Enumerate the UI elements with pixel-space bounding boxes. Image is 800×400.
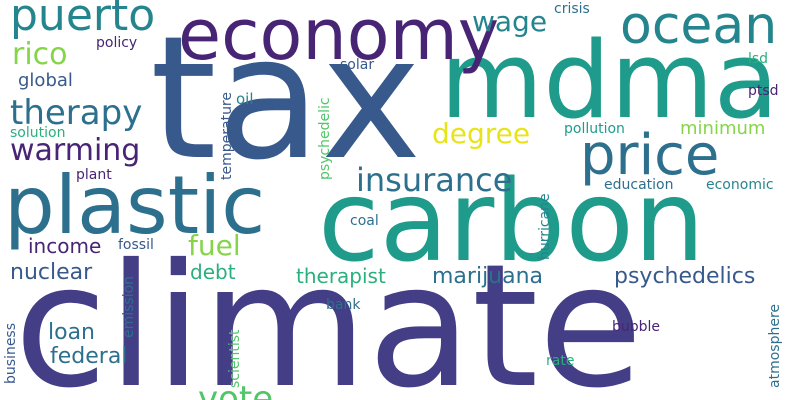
- word-climate: climate: [14, 228, 643, 400]
- word-nuclear: nuclear: [10, 260, 93, 285]
- word-federal: federal: [50, 344, 128, 369]
- word-temperature: temperature: [219, 92, 235, 180]
- word-plastic: plastic: [4, 159, 266, 252]
- word-bubble: bubble: [612, 319, 661, 335]
- word-bank: bank: [326, 297, 361, 313]
- word-fossil: fossil: [118, 237, 154, 253]
- word-lsd: lsd: [748, 51, 769, 67]
- word-rate: rate: [546, 353, 575, 369]
- word-income: income: [28, 234, 102, 258]
- word-warming: warming: [10, 133, 141, 168]
- word-plant: plant: [76, 167, 112, 183]
- word-education: education: [604, 177, 674, 193]
- word-oil: oil: [236, 90, 254, 108]
- word-ocean: ocean: [620, 0, 778, 56]
- word-therapist: therapist: [296, 264, 386, 288]
- word-business: business: [3, 322, 19, 384]
- word-emission: emission: [121, 275, 137, 338]
- word-degree: degree: [432, 117, 531, 150]
- word-debt: debt: [190, 260, 236, 284]
- word-economy: economy: [178, 0, 500, 76]
- word-atmosphere: atmosphere: [767, 304, 783, 388]
- word-therapy: therapy: [10, 93, 143, 133]
- word-scientist: scientist: [227, 329, 243, 388]
- word-economic: economic: [706, 177, 774, 193]
- word-wage: wage: [472, 5, 548, 38]
- word-vote: vote: [198, 379, 274, 400]
- word-solution: solution: [10, 125, 66, 141]
- word-marijuana: marijuana: [432, 264, 544, 289]
- word-pollution: pollution: [564, 121, 625, 137]
- word-price: price: [580, 123, 720, 188]
- word-coal: coal: [350, 213, 379, 229]
- word-tax: tax: [150, 0, 422, 198]
- word-crisis: crisis: [554, 1, 590, 17]
- word-psychedelics: psychedelics: [614, 264, 756, 289]
- word-hurricane: hurricane: [537, 193, 553, 260]
- word-solar: solar: [340, 57, 375, 73]
- word-puerto: puerto: [10, 0, 156, 41]
- word-mdma: mdma: [440, 19, 779, 142]
- word-fuel: fuel: [188, 229, 241, 262]
- word-loan: loan: [48, 320, 95, 345]
- word-insurance: insurance: [356, 161, 513, 199]
- word-global: global: [18, 70, 73, 91]
- word-ptsd: ptsd: [748, 83, 779, 99]
- word-carbon: carbon: [318, 157, 705, 287]
- word-policy: policy: [96, 35, 138, 51]
- word-psychedelic: psychedelic: [317, 97, 333, 180]
- word-minimum: minimum: [680, 118, 766, 139]
- word-rico: rico: [12, 37, 68, 72]
